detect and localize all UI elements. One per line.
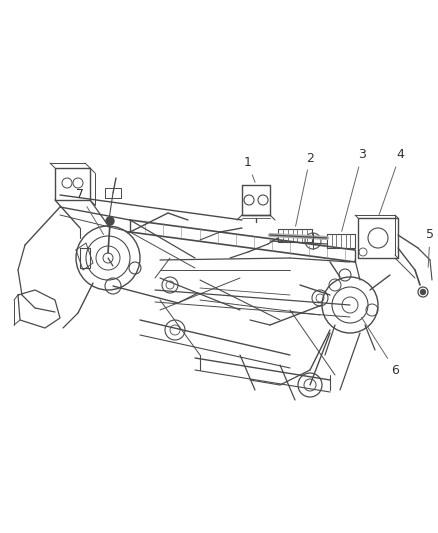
Text: 6: 6	[361, 317, 399, 376]
Text: 5: 5	[426, 229, 434, 267]
Text: 1: 1	[244, 157, 255, 182]
Circle shape	[420, 289, 425, 295]
Text: 3: 3	[342, 149, 366, 231]
Text: 4: 4	[379, 149, 404, 215]
Text: 2: 2	[296, 151, 314, 227]
Text: 7: 7	[76, 189, 103, 235]
Circle shape	[106, 217, 114, 225]
